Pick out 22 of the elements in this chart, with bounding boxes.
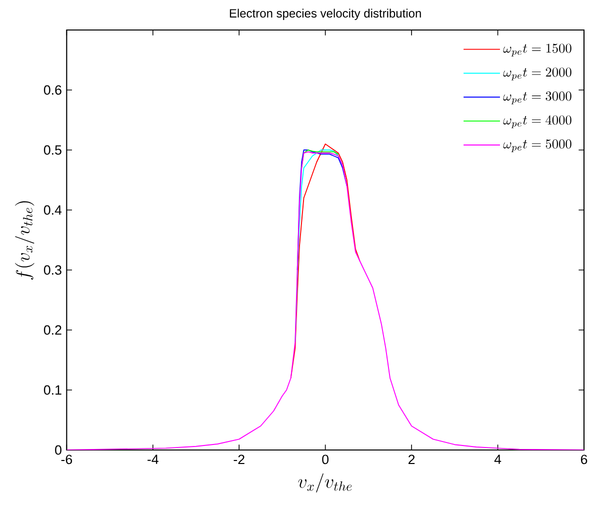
- x-tick-label: 4: [494, 454, 502, 464]
- x-tick-label: 6: [580, 454, 588, 464]
- y-axis-title: $f(v_x/v_{the})$: [15, 201, 34, 280]
- y-tick-label: 0.3: [44, 265, 62, 275]
- legend-label: $\omega_{pe}t=4000$: [503, 115, 572, 128]
- chart-title: Electron species velocity distribution: [230, 8, 421, 20]
- x-tick-label: 2: [408, 454, 415, 464]
- x-tick-label: -2: [234, 454, 244, 464]
- legend-label: $\omega_{pe}t=5000$: [503, 139, 572, 152]
- y-tick-label: 0.4: [44, 205, 62, 215]
- y-tick-label: 0.5: [44, 145, 62, 155]
- x-tick-label: -6: [61, 454, 72, 464]
- legend-label: $\omega_{pe}t=1500$: [503, 44, 572, 56]
- x-tick-label: -4: [148, 454, 158, 464]
- x-tick-label: 0: [322, 454, 329, 464]
- y-tick-label: 0.2: [44, 325, 62, 335]
- legend-label: $\omega_{pe}t=3000$: [503, 92, 572, 104]
- x-axis-title: $v_x/v_{the}$: [298, 473, 352, 492]
- legend-label: $\omega_{pe}t=2000$: [503, 68, 572, 80]
- y-tick-label: 0.1: [44, 385, 62, 395]
- y-tick-label: 0: [55, 445, 62, 455]
- y-tick-label: 0.6: [44, 85, 62, 95]
